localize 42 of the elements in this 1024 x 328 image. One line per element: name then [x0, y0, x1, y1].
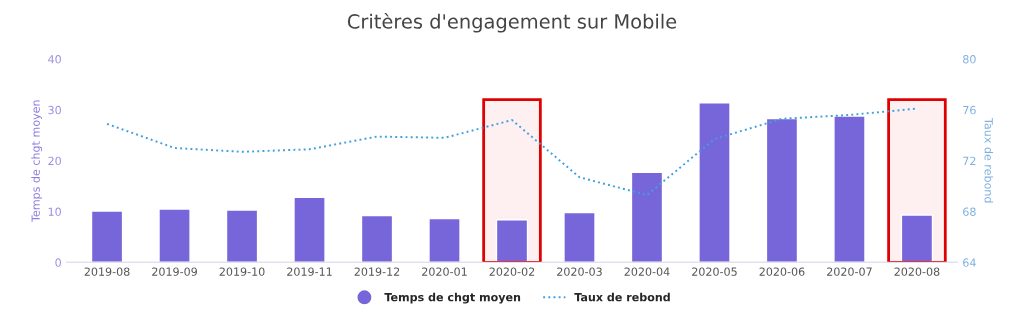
y-tick-label: 0 [55, 258, 61, 267]
y-tick-label: 20 [48, 156, 61, 166]
x-tick-label: 2020-08 [894, 267, 940, 276]
bar [833, 115, 866, 263]
x-tick-label: 2020-07 [827, 267, 872, 276]
bar [900, 214, 934, 263]
y2-tick-label: 68 [963, 207, 976, 216]
y-tick-label: 10 [48, 207, 61, 216]
bar [428, 217, 461, 263]
x-tick-label: 2020-04 [624, 267, 670, 276]
x-tick-label: 2020-02 [489, 267, 535, 276]
bar [765, 117, 799, 263]
y2-tick-label: 64 [963, 258, 976, 267]
x-tick-label: 2020-01 [422, 267, 467, 276]
x-tick-label: 2020-06 [759, 267, 805, 276]
bar [630, 171, 664, 263]
bar [563, 211, 596, 263]
bar [698, 102, 731, 263]
x-tick-label: 2019-11 [287, 267, 332, 276]
chart-title: Critères d'engagement sur Mobile [347, 12, 677, 33]
bar [225, 209, 259, 263]
legend-label: Temps de chgt moyen [384, 292, 521, 304]
y-tick-label: 30 [48, 105, 61, 115]
y-tick-label: 40 [48, 55, 61, 64]
x-tick-label: 2019-12 [354, 267, 400, 276]
bar [495, 218, 529, 263]
legend-label: Taux de rebond [574, 292, 670, 302]
y2-tick-label: 76 [963, 105, 976, 115]
y2-tick-label: 80 [963, 55, 976, 64]
line-series [106, 107, 918, 197]
x-tick-label: 2020-05 [692, 267, 737, 276]
bar [293, 196, 326, 263]
bar [360, 214, 394, 263]
bar [158, 208, 191, 263]
x-tick-label: 2019-10 [219, 267, 265, 276]
y2-tick-label: 72 [963, 156, 976, 165]
x-tick-label: 2019-08 [84, 267, 130, 276]
y-axis-title: Temps de chgt moyen [31, 100, 42, 223]
x-tick-label: 2019-09 [152, 267, 197, 276]
y2-axis-title: Taux de rebond [984, 117, 994, 203]
x-tick-label: 2020-03 [557, 267, 602, 276]
bar [90, 210, 124, 263]
